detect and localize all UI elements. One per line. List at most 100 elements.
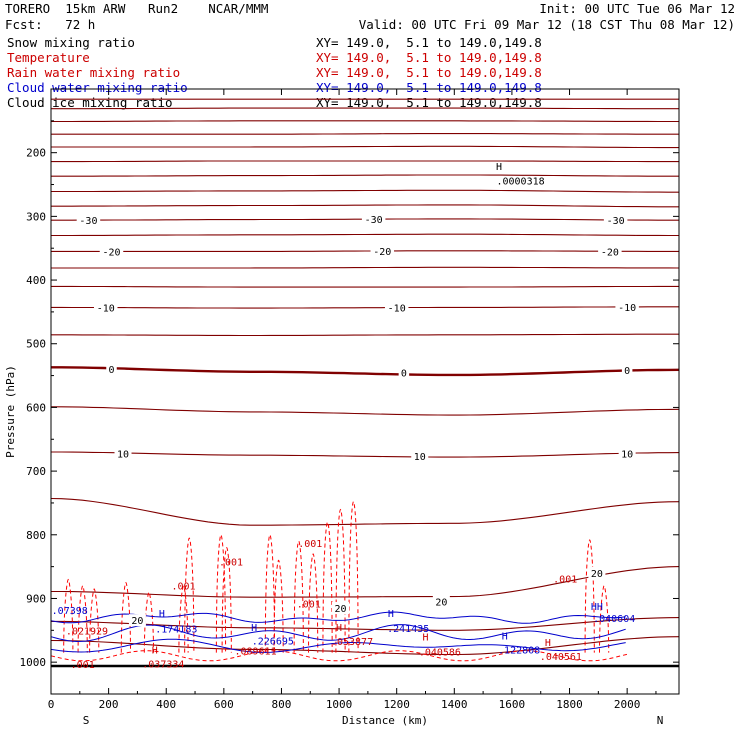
x-tick-label: 1400 <box>441 698 468 711</box>
x-tick-label: 1800 <box>556 698 583 711</box>
contour-label: H <box>251 623 257 634</box>
contour-label-background <box>598 245 622 258</box>
rain-contour <box>273 559 284 653</box>
contour-label: .001 <box>298 539 322 550</box>
contour-label-background <box>76 214 101 227</box>
y-tick-label: 200 <box>26 147 46 160</box>
contour-label-background <box>398 366 410 379</box>
legend-snow-xy: XY= 149.0, 5.1 to 149.0,149.8 <box>316 35 542 50</box>
contour-label: -30 <box>365 215 383 226</box>
contour-label: -20 <box>102 247 120 258</box>
contour-label: .07398 <box>52 606 88 617</box>
contour-label-group: -30 -30 -30 -20 -20 -20 -10 -10 -10 0 0 0 10 10 10 20 20… <box>52 162 639 671</box>
contour-label-background <box>370 244 395 257</box>
contour-label: .001 <box>297 600 321 611</box>
contour-label: -30 <box>79 216 97 227</box>
legend-temperature-xy: XY= 149.0, 5.1 to 149.0,149.8 <box>316 50 542 65</box>
contour-label: 10 <box>414 452 426 463</box>
contour-label-background <box>361 212 386 225</box>
contour-label-background <box>332 602 350 615</box>
contour-label: .089611 <box>234 647 276 658</box>
isotherm-line <box>51 333 679 337</box>
isotherm-line <box>51 189 679 193</box>
contour-label: 10 <box>621 449 633 460</box>
contour-label: H <box>336 623 342 634</box>
contour-label: 20 <box>591 569 603 580</box>
legend-snow-label: Snow mixing ratio <box>7 35 135 50</box>
contour-label: .001 <box>553 575 577 586</box>
contour-label: .0000318 <box>496 177 544 188</box>
x-tick-label: 600 <box>214 698 234 711</box>
isotherm-line <box>51 145 679 149</box>
contour-label: -20 <box>373 247 391 258</box>
contour-label-background <box>384 301 409 314</box>
isotherm-line <box>51 617 680 631</box>
header-model: TORERO 15km ARW Run2 NCAR/MMM <box>5 1 269 16</box>
contour-label-background <box>603 214 628 227</box>
contour-label: .040586 <box>419 647 461 658</box>
contour-label: H <box>422 633 428 644</box>
x-tick-label: 800 <box>272 698 292 711</box>
y-tick-label: 700 <box>26 465 46 478</box>
x-tick-label: 1600 <box>499 698 526 711</box>
contour-label: -20 <box>601 247 619 258</box>
contour-label: -10 <box>618 303 636 314</box>
legend-temperature-label: Temperature <box>7 50 90 65</box>
rain-contour <box>335 508 346 653</box>
contour-label-background <box>588 567 606 579</box>
isotherm-line <box>51 406 680 416</box>
y-tick-label: 900 <box>26 592 46 605</box>
legend-cloud-water-xy: XY= 149.0, 5.1 to 149.0,149.8 <box>316 80 542 95</box>
contour-label: HH <box>591 602 603 613</box>
rain-contour <box>89 588 100 653</box>
contour-label-background <box>615 300 639 313</box>
x-tick-label: 400 <box>156 698 176 711</box>
contour-label: .001 <box>171 582 195 593</box>
y-axis-label: Pressure (hPa) <box>4 365 17 458</box>
contour-label-background <box>432 595 450 608</box>
cloud-water-contour <box>50 611 626 624</box>
isotherm-line <box>51 160 679 163</box>
contour-label: 20 <box>435 598 447 609</box>
contour-label: H <box>152 645 158 656</box>
x-tick-label: 1200 <box>383 698 410 711</box>
isotherm-line <box>51 366 680 377</box>
contour-label: 20 <box>334 604 346 615</box>
south-end-label: S <box>83 714 90 727</box>
rain-contour <box>308 553 319 653</box>
contour-label: .226695 <box>252 637 294 648</box>
legend-rain-label: Rain water mixing ratio <box>7 65 181 80</box>
contour-label: .053877 <box>331 637 373 648</box>
contour-label: .001 <box>219 558 243 569</box>
contour-label: .040604 <box>593 614 635 625</box>
x-tick-label: 0 <box>48 698 55 711</box>
y-tick-label: 800 <box>26 529 46 542</box>
contour-label: .001 <box>71 660 95 671</box>
rain-contour <box>77 585 88 653</box>
contour-label: 0 <box>624 366 630 377</box>
contour-label: H <box>388 609 394 620</box>
legend-rain-xy: XY= 149.0, 5.1 to 149.0,149.8 <box>316 65 542 80</box>
contour-label-background <box>93 301 118 314</box>
contour-label: .241435 <box>387 624 429 635</box>
rain-contour <box>348 501 359 653</box>
contour-label: H <box>545 638 551 649</box>
contour-label-background <box>99 245 124 258</box>
contour-label: .122808 <box>498 645 540 656</box>
isotherm-line <box>51 250 679 252</box>
isotherm-line <box>51 174 679 177</box>
rain-contour <box>264 534 276 653</box>
contour-label: .040561 <box>540 652 582 663</box>
isotherm-line <box>50 636 680 656</box>
contour-label: 0 <box>401 368 407 379</box>
contour-label-background <box>106 363 117 376</box>
contour-label: -30 <box>607 216 625 227</box>
y-tick-label: 1000 <box>20 656 47 669</box>
header-valid: Valid: 00 UTC Fri 09 Mar 12 (18 CST Thu … <box>358 17 735 32</box>
rain-contour <box>322 521 333 653</box>
rain-contour <box>215 534 227 653</box>
cloud-water-contour <box>50 638 626 653</box>
rain-contour <box>221 547 232 653</box>
rain-contour <box>184 537 195 653</box>
